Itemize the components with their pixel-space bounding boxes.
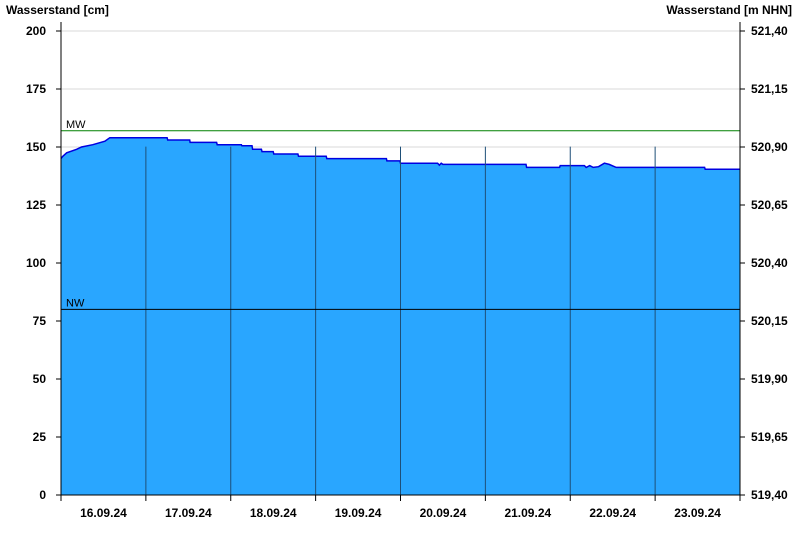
y-tick-label-right: 521,15 <box>751 82 788 96</box>
y-tick-label-left: 50 <box>33 372 47 386</box>
y-tick-label-left: 0 <box>39 488 46 502</box>
y-tick-label-left: 200 <box>26 24 46 38</box>
y-tick-label-right: 519,40 <box>751 488 788 502</box>
y-tick-label-left: 175 <box>26 82 46 96</box>
reference-label-nw: NW <box>66 297 85 309</box>
y-tick-label-right: 520,15 <box>751 314 788 328</box>
x-tick-label: 23.09.24 <box>674 506 721 520</box>
x-tick-label: 16.09.24 <box>80 506 127 520</box>
x-tick-label: 21.09.24 <box>504 506 551 520</box>
x-tick-label: 18.09.24 <box>250 506 297 520</box>
reference-label-mw: MW <box>66 119 86 131</box>
y-axis-left-label: Wasserstand [cm] <box>6 3 109 17</box>
y-tick-label-right: 519,65 <box>751 430 788 444</box>
reference-lines: MW NW <box>61 119 740 310</box>
x-tick-label: 20.09.24 <box>420 506 467 520</box>
axes: 0 519,40 25 519,65 50 519,90 75 520,15 100 520,40… <box>26 22 788 520</box>
y-axis-right-label: Wasserstand [m NHN] <box>666 3 792 17</box>
x-tick-label: 22.09.24 <box>589 506 636 520</box>
y-tick-label-right: 521,40 <box>751 24 788 38</box>
y-tick-label-right: 519,90 <box>751 372 788 386</box>
y-tick-label-right: 520,40 <box>751 256 788 270</box>
day-lines <box>145 146 656 495</box>
y-tick-label-left: 125 <box>26 198 46 212</box>
y-tick-label-left: 150 <box>26 140 46 154</box>
y-tick-label-left: 25 <box>33 430 47 444</box>
y-tick-label-right: 520,65 <box>751 198 788 212</box>
x-tick-label: 17.09.24 <box>165 506 212 520</box>
water-level-line <box>60 136 740 171</box>
y-tick-label-right: 520,90 <box>751 140 788 154</box>
y-tick-label-left: 75 <box>33 314 47 328</box>
y-tick-label-left: 100 <box>26 256 46 270</box>
x-tick-label: 19.09.24 <box>335 506 382 520</box>
